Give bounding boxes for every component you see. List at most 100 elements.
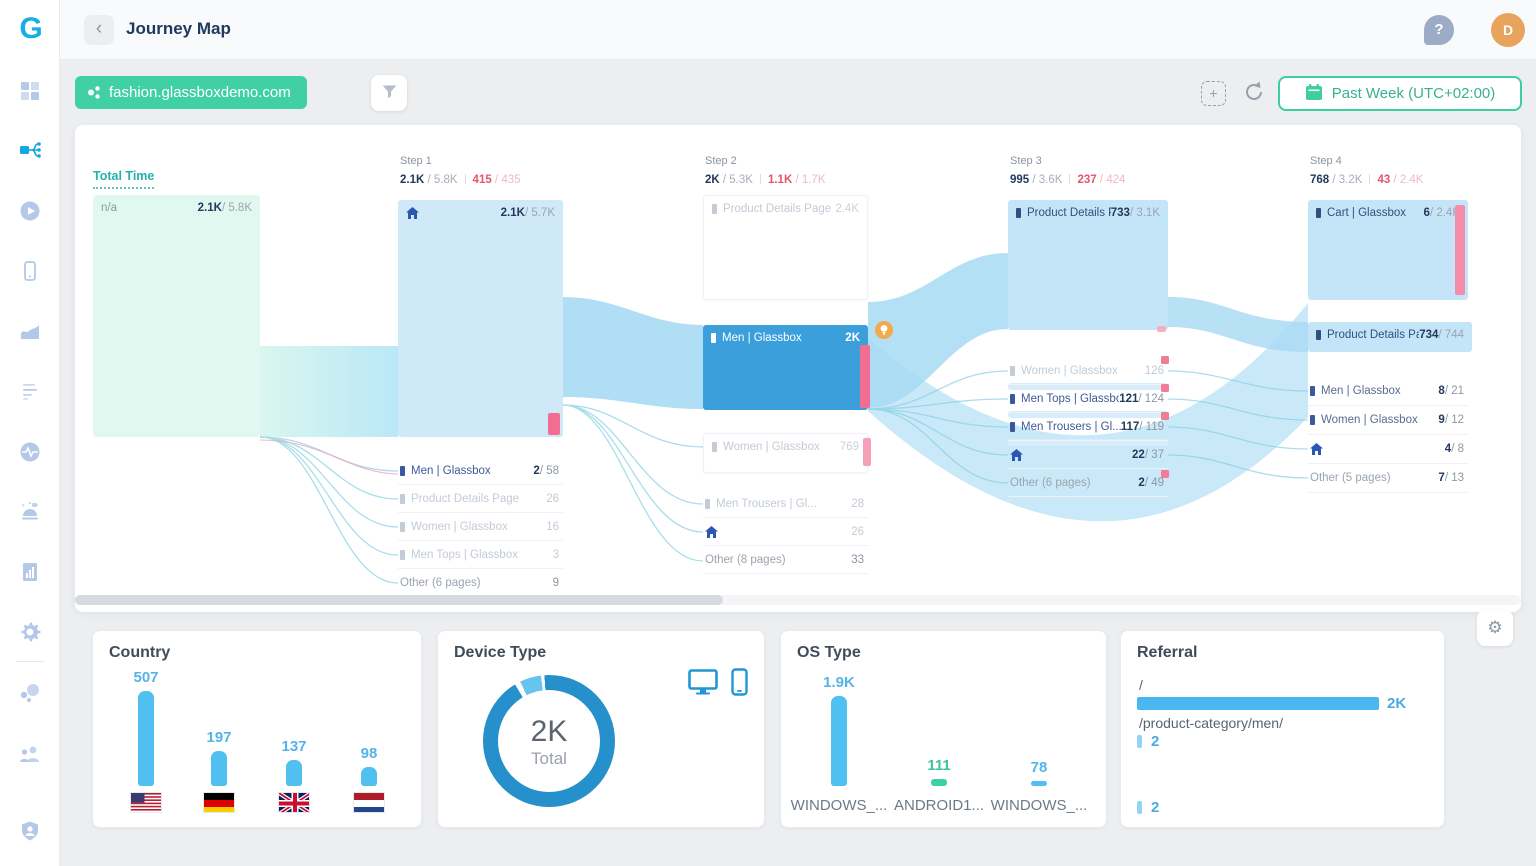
journey-row[interactable]: Women | Glassbox 9 / 12: [1308, 406, 1468, 435]
journey-row[interactable]: Men | Glassbox 8 / 21: [1308, 377, 1468, 406]
snapshot-button[interactable]: +: [1201, 81, 1226, 106]
device-type-donut: [483, 675, 615, 807]
report-icon[interactable]: [18, 561, 42, 585]
page-icon: [400, 549, 405, 560]
glassbox-logo[interactable]: G: [19, 12, 43, 45]
settings-gear-icon[interactable]: [18, 621, 42, 645]
horizontal-scrollbar-track: [75, 595, 1521, 605]
dashboard-icon[interactable]: [18, 80, 42, 104]
alerts-icon[interactable]: [18, 501, 42, 525]
journey-row[interactable]: Men Tops | Glassbox 3: [398, 541, 563, 569]
mobile-icon[interactable]: [18, 260, 42, 284]
journey-map-icon[interactable]: [18, 139, 42, 163]
node-step3-product-details[interactable]: Product Details Page733 / 3.1K: [1008, 200, 1168, 332]
page-title: Journey Map: [126, 19, 231, 38]
country-bar: [361, 767, 377, 786]
page-icon: [400, 493, 405, 504]
abandonment-bar: [1455, 205, 1465, 295]
widget-title: Device Type: [454, 644, 547, 661]
os-bar-label: ANDROID1...: [893, 797, 984, 814]
journey-row[interactable]: Other (8 pages) 33: [703, 546, 868, 574]
page-icon: [1010, 393, 1015, 404]
journey-row[interactable]: Women | Glassbox 126: [1008, 357, 1168, 385]
node-step2-men-selected[interactable]: Men | Glassbox 2K: [703, 325, 870, 410]
home-icon: [1010, 448, 1023, 461]
os-bar: [931, 779, 947, 786]
desktop-icon[interactable]: [688, 669, 718, 700]
step2-header: Step 2 2K / 5.3K 1.1K / 1.7K: [705, 155, 826, 186]
journey-row[interactable]: Other (5 pages) 7 / 13: [1308, 464, 1468, 493]
domain-label: fashion.glassboxdemo.com: [109, 84, 291, 101]
page-icon: [400, 521, 405, 532]
step4-label: Step 4: [1310, 155, 1342, 167]
refresh-icon: [1246, 81, 1262, 100]
os-bar-label: WINDOWS_...: [990, 797, 1088, 814]
analytics-chart-icon[interactable]: [18, 320, 42, 344]
donut-center-label: 2K Total: [530, 715, 568, 768]
user-avatar[interactable]: D: [1491, 13, 1525, 47]
journey-row[interactable]: 26: [703, 518, 868, 546]
referral-value: 2: [1151, 799, 1160, 816]
step3-row-list: Women | Glassbox 126 Men Tops | Glassbox 1…: [1008, 357, 1168, 497]
referral-bar: [1137, 801, 1142, 814]
bar-value: 137: [281, 738, 307, 755]
journey-map-canvas: Total Time Step 1 2.1K / 5.8K 415 / 435 S…: [75, 125, 1521, 612]
journey-row[interactable]: Product Details Page 26: [398, 485, 563, 513]
domain-filter-pill[interactable]: fashion.glassboxdemo.com: [75, 76, 307, 109]
help-icon[interactable]: ?: [1424, 15, 1454, 45]
journey-row[interactable]: Men | Glassbox 2 / 58: [398, 457, 563, 485]
page-icon: [705, 498, 710, 509]
page-icon: [1316, 330, 1321, 340]
journey-row[interactable]: Other (6 pages) 9: [398, 569, 563, 597]
funnel-list-icon[interactable]: [18, 380, 42, 404]
node-step4-product-details[interactable]: Product Details Page734 / 744: [1308, 322, 1472, 352]
node-step1-home[interactable]: 2.1K / 5.7K: [398, 200, 563, 437]
node-step2-women[interactable]: Women | Glassbox 769: [703, 433, 871, 473]
journey-row[interactable]: Men Trousers | Gl... 28: [703, 490, 868, 518]
bar-value: 98: [360, 745, 378, 762]
node-step4-cart[interactable]: Cart | Glassbox 6 / 2.4K: [1308, 200, 1468, 300]
journey-row[interactable]: 4 / 8: [1308, 435, 1468, 464]
mobile-icon[interactable]: [731, 668, 748, 701]
pulse-icon[interactable]: [18, 441, 42, 465]
node-total-time[interactable]: n/a 2.1K / 5.8K: [93, 195, 260, 437]
widget-title: Referral: [1137, 644, 1198, 661]
journey-row[interactable]: Men Trousers | Gl... 117 / 119: [1008, 413, 1168, 441]
referral-bar: [1137, 735, 1142, 748]
topbar: ‹ Journey Map ? D: [60, 0, 1536, 60]
account-shield-icon[interactable]: [18, 820, 42, 844]
referral-path: /product-category/men/: [1139, 715, 1283, 731]
insight-bulb-badge[interactable]: [875, 321, 893, 339]
refresh-button[interactable]: [1242, 80, 1268, 106]
page-icon: [1316, 208, 1321, 218]
session-replay-icon[interactable]: [18, 200, 42, 224]
journey-row[interactable]: Women | Glassbox 16: [398, 513, 563, 541]
page-icon: [1016, 208, 1021, 218]
bubbles-icon[interactable]: [18, 682, 42, 706]
flow-strip: [1008, 439, 1168, 446]
sidebar-divider: [16, 661, 44, 662]
journey-row[interactable]: 22 / 37: [1008, 441, 1168, 469]
date-range-button[interactable]: Past Week (UTC+02:00): [1278, 76, 1522, 111]
users-icon[interactable]: [18, 743, 42, 767]
widgets-settings-button[interactable]: ⚙: [1477, 610, 1513, 646]
abandonment-bar: [1157, 326, 1166, 332]
abandonment-bar: [548, 413, 560, 435]
journey-row[interactable]: Other (6 pages) 2 / 49: [1008, 469, 1168, 497]
node-step2-product-details[interactable]: Product Details Page 2.4K: [703, 195, 868, 300]
calendar-icon: [1305, 84, 1322, 100]
bar-value: 1.9K: [823, 674, 855, 691]
journey-row[interactable]: Men Tops | Glassbox 121 / 124: [1008, 385, 1168, 413]
back-button[interactable]: ‹: [84, 15, 114, 45]
filter-button[interactable]: [371, 75, 407, 111]
referral-bar: [1137, 697, 1379, 710]
date-range-label: Past Week (UTC+02:00): [1331, 85, 1496, 102]
total-time-header[interactable]: Total Time: [93, 169, 155, 189]
country-bar: [211, 751, 227, 786]
netherlands-flag-icon: [353, 792, 385, 813]
home-icon: [1310, 443, 1323, 455]
horizontal-scrollbar-thumb[interactable]: [75, 595, 723, 605]
country-bar: [286, 760, 302, 786]
step3-label: Step 3: [1010, 155, 1042, 167]
